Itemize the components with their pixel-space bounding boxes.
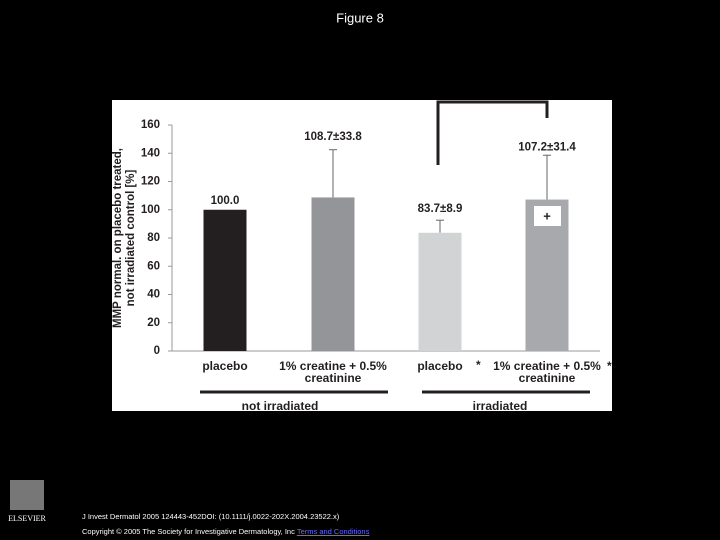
citation: J Invest Dermatol 2005 124443-452DOI: (1… <box>82 512 340 521</box>
y-tick-label: 0 <box>154 345 160 357</box>
annotation: * <box>476 358 481 372</box>
logo-text: ELSEVIER <box>8 514 46 523</box>
y-tick-label: 100 <box>141 204 160 216</box>
bracket <box>436 100 549 165</box>
x-tick-label: 1% creatine + 0.5% creatinine <box>279 359 387 385</box>
annotation-box <box>534 206 561 226</box>
group-label: irradiated <box>473 399 528 413</box>
y-tick-label: 40 <box>147 289 160 301</box>
copyright: Copyright © 2005 The Society for Investi… <box>82 527 295 536</box>
annotation: * <box>607 359 612 373</box>
bar <box>418 232 462 351</box>
y-tick-label: 160 <box>141 119 160 131</box>
value-label: 108.7±33.8 <box>304 131 362 143</box>
slide-title: Figure 8 <box>336 10 384 25</box>
y-tick-label: 60 <box>147 260 160 272</box>
logo-image <box>10 480 44 510</box>
bar <box>311 197 355 351</box>
value-label: 83.7±8.9 <box>418 203 463 215</box>
terms-link[interactable]: Terms and Conditions <box>296 527 370 536</box>
y-tick-label: 80 <box>147 232 160 244</box>
annotation: + <box>543 208 551 223</box>
y-tick-label: 120 <box>141 176 160 188</box>
value-label: 100.0 <box>211 195 240 207</box>
group-label: not irradiated <box>242 399 319 413</box>
copyright-line: Copyright © 2005 The Society for Investi… <box>82 527 369 536</box>
x-tick-label: placebo <box>417 359 463 373</box>
x-tick-label: 1% creatine + 0.5% creatinine <box>493 359 601 385</box>
y-axis-label: not irradiated control [%] <box>125 169 137 306</box>
y-tick-label: 20 <box>147 317 160 329</box>
y-axis-label: MMP normal. on placebo treated, <box>112 148 124 328</box>
x-tick-label: placebo <box>202 359 248 373</box>
y-tick-label: 140 <box>141 147 160 159</box>
value-label: 107.2±31.4 <box>518 141 576 153</box>
bar <box>203 209 247 351</box>
